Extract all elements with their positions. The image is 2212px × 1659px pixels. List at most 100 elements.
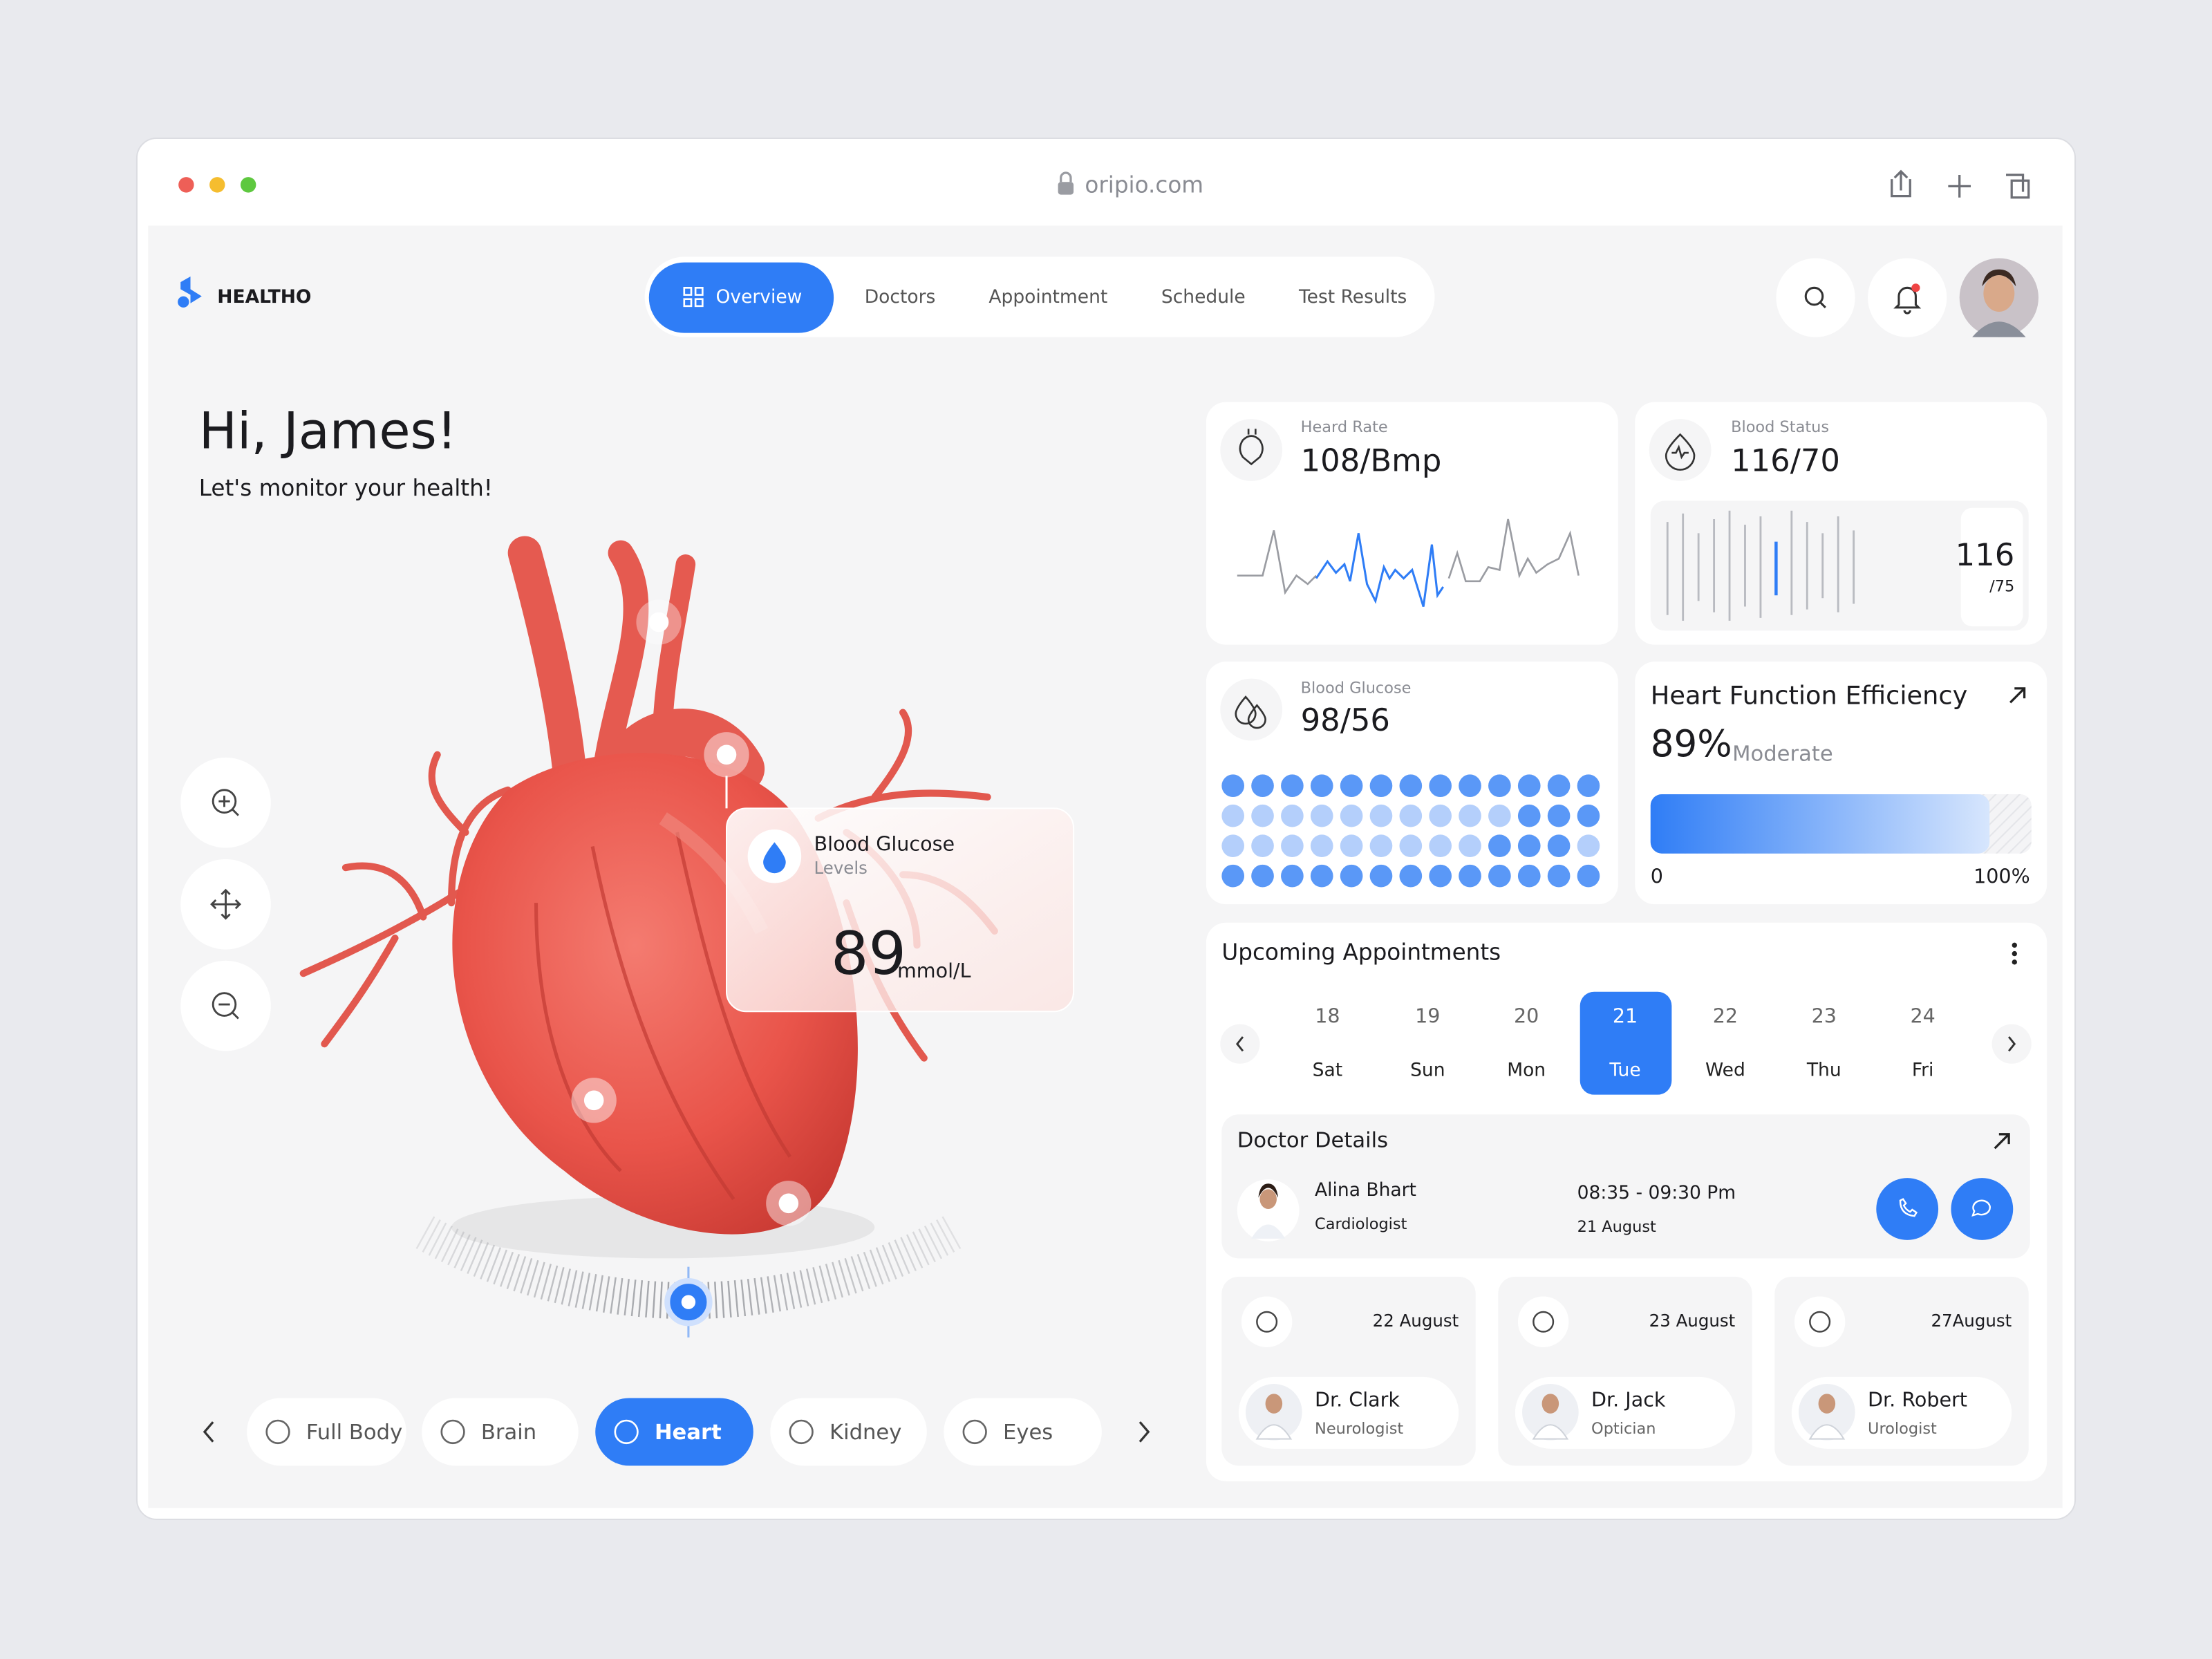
glucose-dot: [1488, 804, 1511, 827]
close-dot[interactable]: [178, 177, 194, 193]
organ-pill[interactable]: [595, 1398, 753, 1466]
nav-tab[interactable]: Overview: [716, 286, 803, 308]
organ-pill[interactable]: [944, 1398, 1102, 1466]
share-icon[interactable]: [1891, 169, 1911, 198]
day-active[interactable]: [1580, 991, 1672, 1095]
ecg-gray-a: [1237, 530, 1318, 595]
organ-label: Heart: [655, 1421, 722, 1445]
day-date[interactable]: 18: [1315, 1004, 1340, 1027]
doctor-card-coat: [1255, 1424, 1293, 1440]
appointments-menu[interactable]: [2012, 942, 2017, 965]
day-name[interactable]: Tue: [1609, 1059, 1640, 1080]
glucose-dot: [1399, 834, 1423, 857]
organ-pill[interactable]: [247, 1398, 406, 1466]
maximize-dot[interactable]: [240, 177, 256, 193]
bell-icon: [1893, 286, 1922, 315]
dial-tick: [434, 1225, 453, 1259]
glucose-dot: [1459, 864, 1481, 888]
days-prev[interactable]: [1220, 1024, 1260, 1064]
day-name[interactable]: Fri: [1912, 1059, 1934, 1080]
dial-tick: [513, 1256, 527, 1292]
blood-status-side: [1960, 507, 2023, 627]
dial-tick: [467, 1239, 483, 1275]
nav-tab[interactable]: Appointment: [988, 286, 1107, 308]
doctor-card-glyph: [1809, 1311, 1831, 1333]
day-date[interactable]: 22: [1713, 1004, 1738, 1027]
nav-tab-active[interactable]: [648, 262, 834, 333]
efficiency-max: 100%: [1974, 864, 2030, 888]
ecg-blue: [1315, 533, 1445, 608]
dial-tick: [603, 1276, 610, 1313]
glucose-dot: [1547, 804, 1571, 827]
glucose-dot: [1459, 774, 1481, 798]
greeting-subtitle: Let's monitor your health!: [199, 475, 493, 501]
day-picker: 18 Sat 19 Sun 20 Mon 21 Tue 22 Wed 23 Thu 24 Fri: [1313, 991, 1936, 1095]
glucose-dot: [1251, 834, 1274, 857]
nav-tab[interactable]: Schedule: [1161, 286, 1246, 308]
doctor-name: Alina Bhart: [1315, 1179, 1416, 1201]
search-icon: [1804, 286, 1826, 308]
organ-label: Eyes: [1003, 1421, 1053, 1445]
day-name[interactable]: Wed: [1705, 1059, 1745, 1080]
zoom-in-button[interactable]: [180, 757, 271, 848]
organ-next[interactable]: [1138, 1421, 1150, 1443]
dial-tick: [637, 1280, 644, 1318]
dial-tick: [473, 1242, 489, 1277]
day-date[interactable]: 24: [1910, 1004, 1935, 1027]
dial-tick: [561, 1268, 571, 1305]
efficiency-open[interactable]: [2009, 687, 2026, 704]
nav-tab[interactable]: Doctors: [865, 286, 936, 308]
organ-label: Brain: [481, 1421, 536, 1445]
search-button[interactable]: [1776, 258, 1855, 337]
drop-icon: [763, 842, 786, 874]
glucose-popup: [726, 807, 1075, 1013]
tabs-icon[interactable]: [2006, 174, 2030, 199]
nav-tab[interactable]: Test Results: [1298, 286, 1407, 308]
dial-tick: [856, 1254, 871, 1290]
organ-prev[interactable]: [203, 1421, 214, 1443]
glucose-dot: [1429, 804, 1452, 827]
dial-tick: [786, 1273, 796, 1309]
day-date[interactable]: 21: [1613, 1004, 1638, 1027]
glucose-dot: [1281, 834, 1304, 857]
day-name[interactable]: Thu: [1806, 1059, 1841, 1080]
day-date[interactable]: 19: [1415, 1004, 1440, 1027]
organ-pill[interactable]: [422, 1398, 579, 1466]
rotation-dial: [415, 1216, 962, 1320]
glucose-dot: [1310, 864, 1333, 888]
dial-tick: [506, 1254, 521, 1290]
notification-button[interactable]: [1868, 258, 1947, 337]
day-name[interactable]: Sun: [1410, 1059, 1445, 1080]
dial-tick: [588, 1274, 597, 1311]
day-name[interactable]: Sat: [1313, 1059, 1342, 1080]
doctor-card-name: Dr. Clark: [1315, 1388, 1400, 1412]
dial-tick: [760, 1277, 767, 1314]
doctor-card-date: 27August: [1931, 1311, 2012, 1331]
minimize-dot[interactable]: [209, 177, 225, 193]
glucose-dot: [1488, 774, 1511, 798]
blood-icon: [1665, 433, 1696, 471]
doctor-avatar-figure: [1251, 1183, 1286, 1239]
day-date[interactable]: 23: [1812, 1004, 1837, 1027]
day-date[interactable]: 20: [1514, 1004, 1539, 1027]
dial-tick: [906, 1234, 924, 1268]
dial-tick: [526, 1259, 539, 1296]
new-tab-icon[interactable]: [1948, 175, 1971, 198]
zoom-out-button[interactable]: [180, 960, 271, 1051]
url[interactable]: oripio.com: [1085, 171, 1203, 198]
logo: [178, 276, 202, 308]
message-button[interactable]: [1951, 1178, 2014, 1240]
doctor-card-date: 22 August: [1373, 1311, 1459, 1331]
dial-tick: [838, 1259, 850, 1296]
dial-tick: [825, 1264, 837, 1300]
dial-tick: [480, 1244, 496, 1280]
day-name[interactable]: Mon: [1507, 1059, 1546, 1080]
blood-status-value: 116/70: [1731, 442, 1840, 478]
dial-knob-center: [681, 1295, 696, 1309]
doctor-details-open[interactable]: [1994, 1133, 2010, 1150]
days-next[interactable]: [1991, 1024, 2032, 1064]
dial-tick: [818, 1265, 830, 1302]
organ-pill[interactable]: [770, 1398, 927, 1466]
blood-status-side-sub: /75: [1989, 577, 2014, 595]
